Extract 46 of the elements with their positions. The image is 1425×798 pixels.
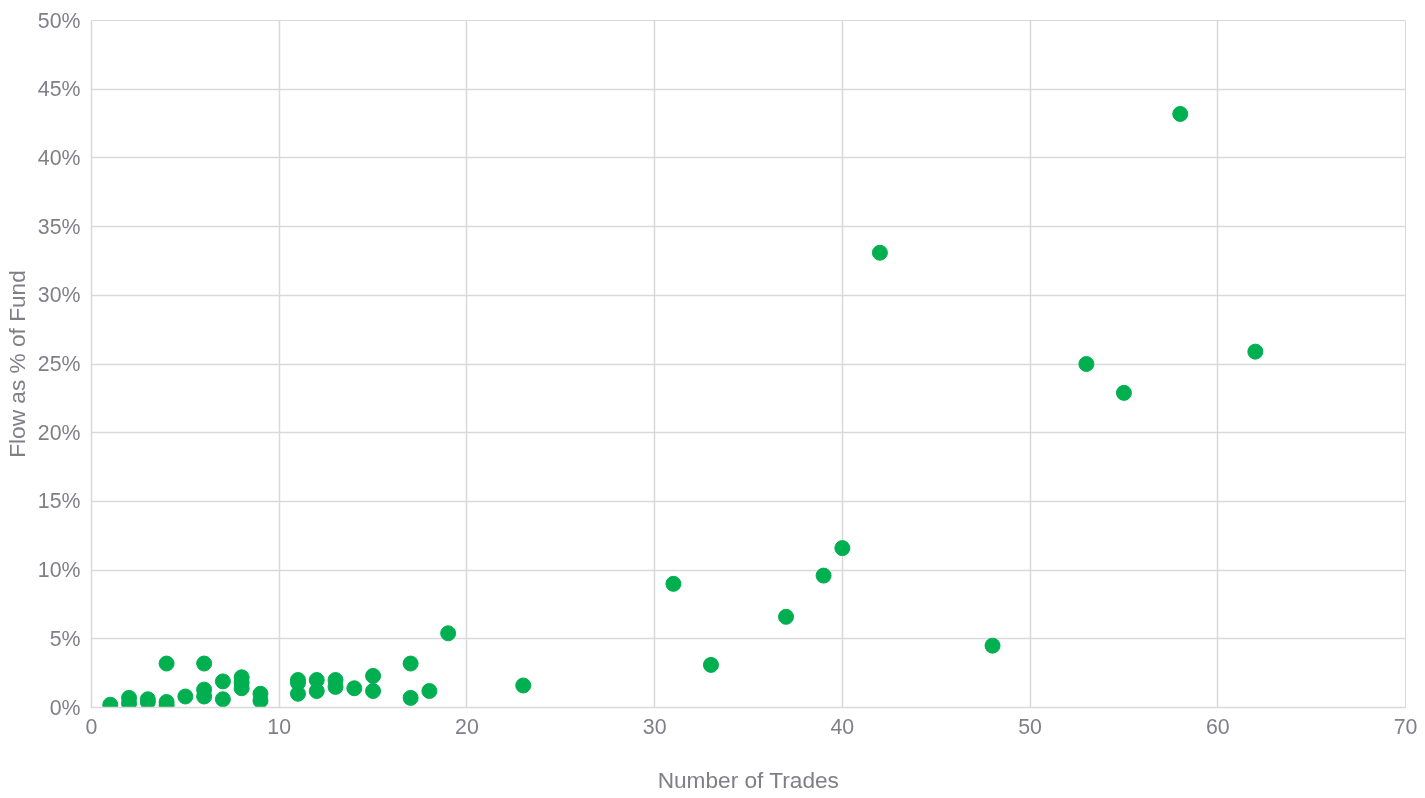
y-tick-label: 5% bbox=[49, 626, 81, 651]
point bbox=[214, 673, 231, 690]
point bbox=[871, 244, 888, 261]
x-tick-label: 40 bbox=[830, 714, 855, 739]
x-tick-label: 70 bbox=[1393, 714, 1418, 739]
point bbox=[214, 691, 231, 708]
point bbox=[346, 680, 363, 697]
point bbox=[177, 688, 194, 705]
x-tick-label: 30 bbox=[642, 714, 667, 739]
point bbox=[402, 655, 419, 672]
x-tick-label: 10 bbox=[267, 714, 292, 739]
point bbox=[984, 637, 1001, 654]
y-tick-label: 50% bbox=[37, 8, 81, 33]
point bbox=[778, 608, 795, 625]
x-axis-title: Number of Trades bbox=[657, 766, 839, 793]
y-tick-label: 25% bbox=[37, 352, 81, 376]
point bbox=[1078, 356, 1095, 372]
point bbox=[421, 683, 438, 699]
y-tick-label: 0% bbox=[49, 695, 81, 720]
point bbox=[665, 575, 682, 592]
y-tick-label: 10% bbox=[37, 558, 81, 583]
point bbox=[196, 655, 213, 672]
point bbox=[515, 677, 532, 694]
point bbox=[702, 656, 719, 673]
x-tick-label: 60 bbox=[1205, 714, 1230, 739]
point bbox=[834, 540, 851, 557]
point bbox=[1247, 343, 1264, 360]
x-tick-label: 0 bbox=[85, 714, 98, 739]
x-tick-label: 20 bbox=[455, 714, 479, 739]
point bbox=[1115, 384, 1132, 401]
point bbox=[365, 683, 382, 699]
y-tick-label: 35% bbox=[37, 214, 81, 239]
point bbox=[308, 683, 325, 699]
point bbox=[158, 655, 175, 672]
y-tick-label: 40% bbox=[37, 145, 81, 170]
point bbox=[402, 689, 419, 706]
y-tick-label: 15% bbox=[37, 489, 81, 514]
y-axis-title: Flow as % of Fund bbox=[3, 270, 30, 458]
point bbox=[1172, 105, 1189, 122]
y-tick-label: 45% bbox=[37, 77, 81, 102]
point bbox=[440, 625, 457, 642]
point bbox=[365, 667, 382, 684]
x-tick-label: 50 bbox=[1018, 714, 1043, 739]
point bbox=[815, 567, 832, 584]
y-tick-label: 30% bbox=[37, 283, 81, 308]
y-tick-label: 20% bbox=[37, 420, 81, 445]
